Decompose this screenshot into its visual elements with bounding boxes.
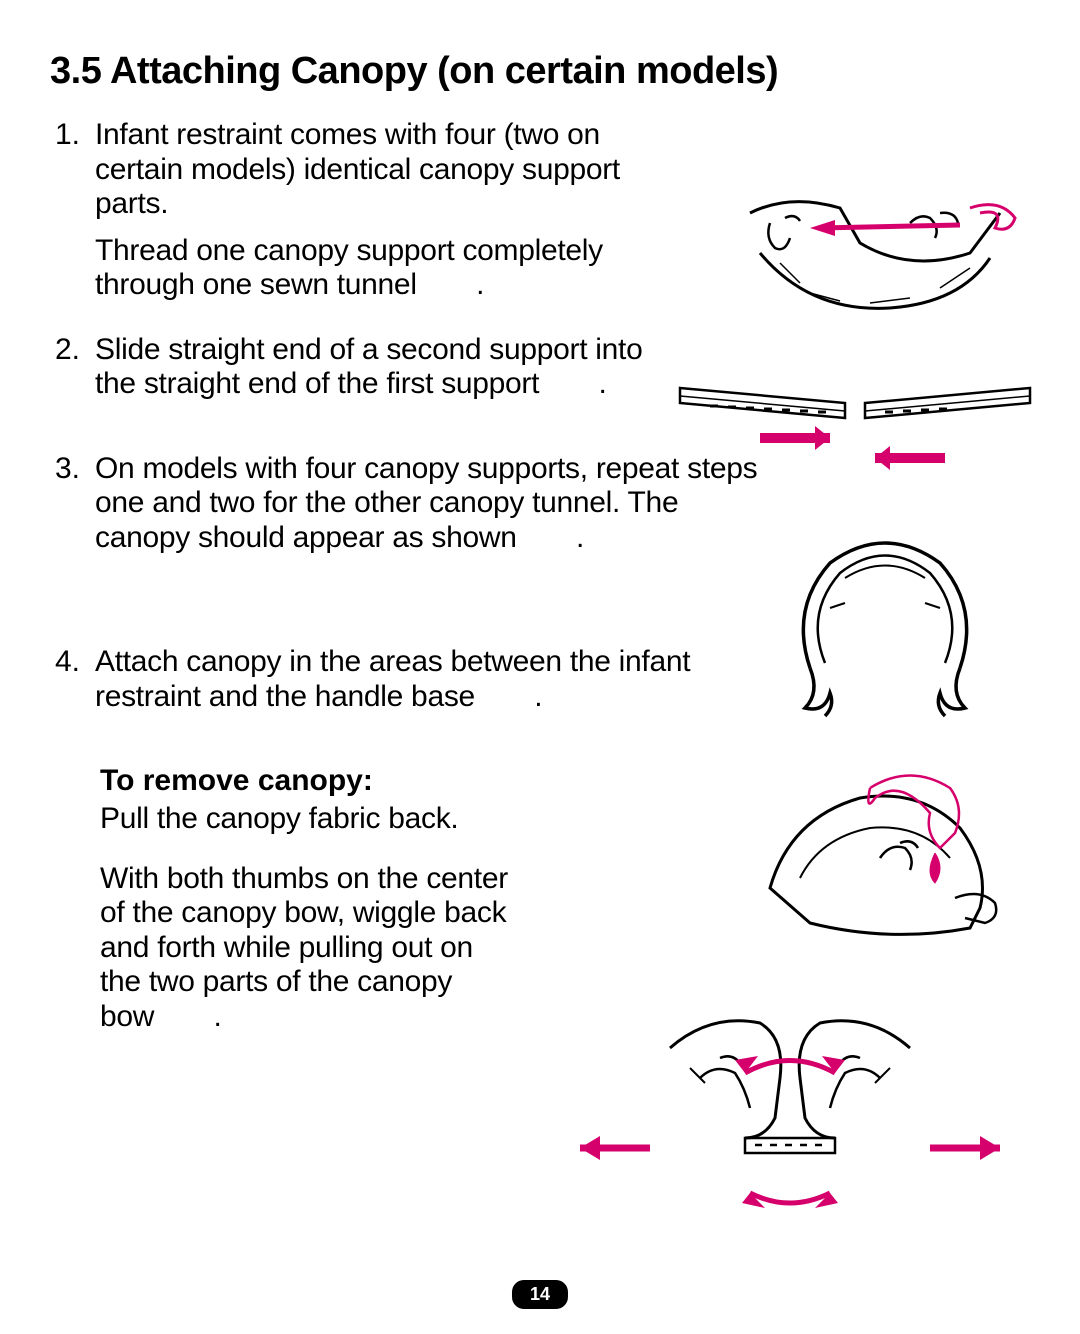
illustration-thread-canopy [710,183,1020,343]
remove-text-2: With both thumbs on the center of the ca… [100,862,520,1035]
illustration-attach-to-seat [740,758,1020,958]
step-number: 4. [50,645,95,679]
step-text: Infant restraint comes with four (two on… [95,118,645,303]
illustration-connect-supports [670,368,1040,488]
step-number: 3. [50,452,95,486]
step-text: Attach canopy in the areas between the i… [95,645,695,714]
step-number: 2. [50,333,95,367]
step-text-main: Infant restraint comes with four (two on… [95,118,645,222]
illustration-remove-canopy [550,1008,1030,1238]
section-title: 3.5 Attaching Canopy (on certain models) [50,50,1030,93]
content-area: 1. Infant restraint comes with four (two… [50,118,1030,1034]
illustration-assembled-canopy [770,528,1000,718]
step-number: 1. [50,118,95,152]
remove-text-1: Pull the canopy fabric back. [100,802,520,837]
step-text: Slide straight end of a second support i… [95,333,645,402]
step-text-sub: Thread one canopy support completely thr… [95,234,645,303]
page-number: 14 [512,1280,568,1309]
